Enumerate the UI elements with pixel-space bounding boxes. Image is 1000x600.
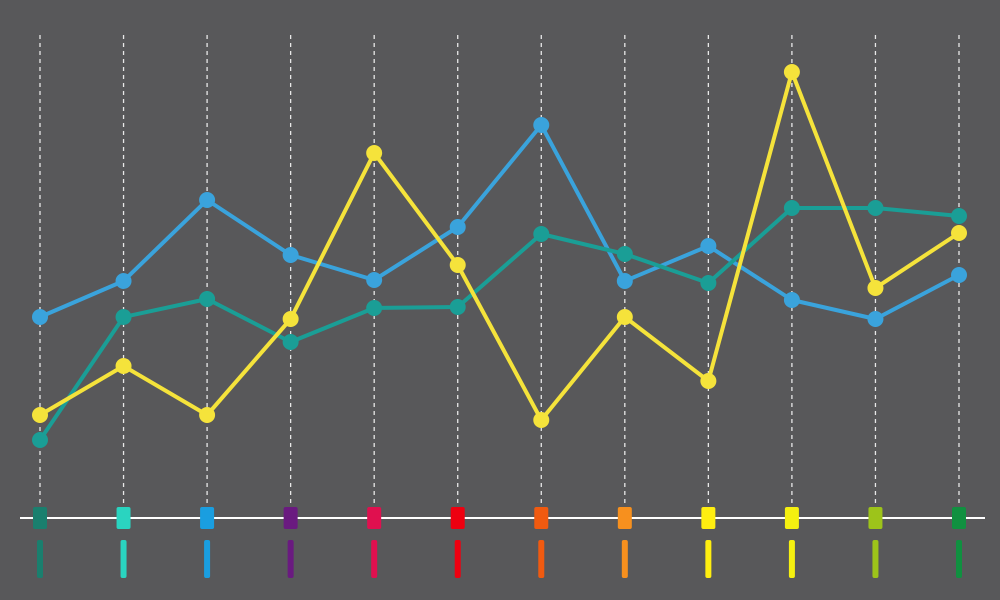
point (700, 238, 717, 254)
category-bar (204, 540, 211, 578)
category-bar (120, 540, 127, 578)
series-line (39, 123, 960, 321)
point (282, 311, 299, 327)
category-marker (116, 507, 131, 529)
point (115, 273, 132, 289)
point (199, 407, 216, 423)
category-bar (705, 540, 712, 578)
point (449, 257, 466, 273)
category-marker (701, 507, 716, 529)
category-bar (454, 540, 461, 578)
point (783, 292, 800, 308)
category-marker (617, 507, 632, 529)
category-bar (287, 540, 294, 578)
point (951, 267, 967, 283)
point (282, 334, 299, 350)
point (449, 299, 466, 315)
point (700, 275, 717, 291)
point (366, 145, 383, 161)
series-line (38, 70, 961, 422)
point (32, 432, 48, 448)
point (616, 246, 633, 262)
point (951, 208, 967, 224)
category-marker (283, 507, 298, 529)
point (867, 200, 884, 216)
point (115, 309, 132, 325)
point (115, 358, 132, 374)
category-bar (538, 540, 545, 578)
point (449, 219, 466, 235)
category-bar (956, 540, 962, 578)
category-marker (450, 507, 465, 529)
category-marker (784, 507, 799, 529)
category-marker (367, 507, 382, 529)
point (616, 273, 633, 289)
category-marker (868, 507, 883, 529)
point (533, 412, 550, 428)
point (366, 272, 383, 288)
point (616, 309, 633, 325)
point (951, 225, 967, 241)
category-marker (952, 507, 966, 529)
category-bar (788, 540, 795, 578)
point (366, 300, 383, 316)
point (32, 309, 48, 325)
point (783, 64, 800, 80)
category-marker (33, 507, 47, 529)
category-bar (621, 540, 628, 578)
point (700, 373, 717, 389)
series-line (38, 206, 960, 442)
point (199, 192, 216, 208)
category-marker (534, 507, 549, 529)
point (867, 280, 884, 296)
point (783, 200, 800, 216)
category-bar (872, 540, 879, 578)
category-bar (37, 540, 43, 578)
point (282, 247, 299, 263)
point (32, 407, 48, 423)
point (533, 226, 550, 242)
point (199, 291, 216, 307)
category-marker (200, 507, 215, 529)
point (867, 311, 884, 327)
category-bar (371, 540, 378, 578)
point (533, 117, 550, 133)
